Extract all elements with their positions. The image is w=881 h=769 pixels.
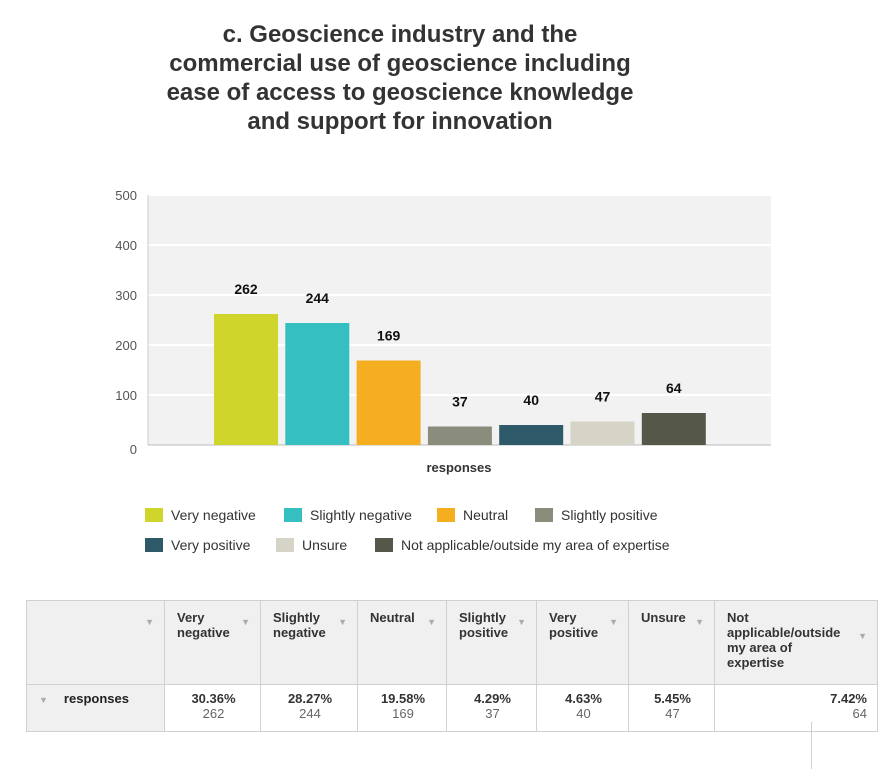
table-cell: 19.58% 169 bbox=[357, 684, 447, 732]
legend-label: Not applicable/outside my area of expert… bbox=[401, 537, 670, 553]
cell-percent: 28.27% bbox=[287, 691, 333, 706]
cell-percent: 4.29% bbox=[474, 691, 511, 706]
sort-caret-icon[interactable]: ▼ bbox=[517, 617, 526, 627]
legend-swatch bbox=[375, 538, 393, 552]
bar bbox=[285, 323, 350, 445]
bar bbox=[570, 421, 635, 445]
y-tick-label: 300 bbox=[115, 288, 137, 303]
cell-count: 47 bbox=[665, 706, 680, 721]
legend-swatch bbox=[276, 538, 294, 552]
column-header[interactable]: Neutral ▼ bbox=[357, 600, 447, 685]
table-cell: 4.29% 37 bbox=[446, 684, 537, 732]
table-cell: 7.42% 64 bbox=[714, 684, 878, 732]
title-line: commercial use of geoscience including bbox=[169, 50, 631, 77]
legend-swatch bbox=[145, 508, 163, 522]
column-header[interactable]: Very positive ▼ bbox=[536, 600, 629, 685]
y-tick-label: 200 bbox=[115, 338, 137, 353]
y-tick-label: 100 bbox=[115, 388, 137, 403]
table-row: ▼ responses 30.36% 262 28.27% 244 19.58% 169… bbox=[26, 684, 878, 732]
sort-caret-icon[interactable]: ▼ bbox=[858, 631, 867, 641]
legend-label: Very positive bbox=[171, 537, 251, 553]
title-line: and support for innovation bbox=[247, 108, 553, 135]
legend-label: Slightly negative bbox=[310, 507, 412, 523]
data-label: 169 bbox=[377, 328, 401, 344]
cell-percent: 30.36% bbox=[191, 691, 236, 706]
column-header[interactable]: Not applicable/outside my area of expert… bbox=[714, 600, 878, 685]
table-cell: 30.36% 262 bbox=[164, 684, 261, 732]
legend-item-slightly-positive[interactable]: Slightly positive bbox=[535, 506, 658, 524]
table-header-row: ▼ Very negative ▼ Slightly negative ▼ Neut… bbox=[26, 600, 878, 685]
sort-caret-icon[interactable]: ▼ bbox=[695, 617, 704, 627]
results-table-wrapper: ▼ Very negative ▼ Slightly negative ▼ Neut… bbox=[26, 600, 881, 732]
divider bbox=[811, 722, 812, 769]
column-header[interactable]: Slightly negative ▼ bbox=[260, 600, 358, 685]
cell-count: 169 bbox=[392, 706, 414, 721]
y-tick-label: 400 bbox=[115, 238, 137, 253]
title-line: c. Geoscience industry and the bbox=[222, 21, 578, 48]
legend-item-very-positive[interactable]: Very positive bbox=[145, 536, 250, 554]
cell-count: 244 bbox=[299, 706, 321, 721]
column-header[interactable]: Very negative ▼ bbox=[164, 600, 261, 685]
legend-swatch bbox=[145, 538, 163, 552]
sort-caret-icon[interactable]: ▼ bbox=[427, 617, 436, 627]
row-label: responses bbox=[63, 691, 129, 706]
data-label: 47 bbox=[595, 389, 611, 405]
table-cell: 5.45% 47 bbox=[628, 684, 715, 732]
legend-item-neutral[interactable]: Neutral bbox=[437, 506, 508, 524]
cell-percent: 5.45% bbox=[654, 691, 691, 706]
table-cell: 28.27% 244 bbox=[260, 684, 358, 732]
cell-count: 64 bbox=[852, 706, 867, 721]
legend-item-not-applicable[interactable]: Not applicable/outside my area of expert… bbox=[375, 536, 669, 554]
legend-swatch bbox=[284, 508, 302, 522]
cell-percent: 4.63% bbox=[565, 691, 602, 706]
sort-caret-icon[interactable]: ▼ bbox=[145, 617, 154, 627]
cell-percent: 19.58% bbox=[380, 691, 426, 706]
expand-caret-icon[interactable]: ▼ bbox=[39, 695, 48, 705]
cell-count: 37 bbox=[485, 706, 500, 721]
sort-caret-icon[interactable]: ▼ bbox=[609, 617, 618, 627]
legend-swatch bbox=[437, 508, 455, 522]
row-header[interactable]: ▼ responses bbox=[26, 684, 165, 732]
results-table: ▼ Very negative ▼ Slightly negative ▼ Neut… bbox=[26, 600, 878, 732]
legend-swatch bbox=[535, 508, 553, 522]
bar-chart: 0 100 200 300 400 500 262 244 169 37 40 47 64 respons… bbox=[115, 188, 771, 475]
sort-caret-icon[interactable]: ▼ bbox=[241, 617, 250, 627]
y-tick-label: 0 bbox=[130, 442, 137, 457]
legend-item-unsure[interactable]: Unsure bbox=[276, 536, 347, 554]
cell-percent: 7.42% bbox=[830, 691, 867, 706]
bar bbox=[499, 425, 564, 445]
data-label: 244 bbox=[306, 290, 330, 306]
column-header[interactable]: ▼ bbox=[26, 600, 165, 685]
bar bbox=[641, 413, 706, 445]
legend-label: Slightly positive bbox=[561, 507, 658, 523]
legend-label: Very negative bbox=[171, 507, 256, 523]
legend-label: Unsure bbox=[302, 537, 348, 553]
column-header[interactable]: Slightly positive ▼ bbox=[446, 600, 537, 685]
bar bbox=[214, 314, 278, 445]
column-header[interactable]: Unsure ▼ bbox=[628, 600, 715, 685]
x-axis-label: responses bbox=[426, 460, 491, 475]
legend-item-slightly-negative[interactable]: Slightly negative bbox=[284, 506, 412, 524]
legend-item-very-negative[interactable]: Very negative bbox=[145, 506, 256, 524]
data-label: 262 bbox=[234, 281, 258, 297]
chart-title: c. Geoscience industry and the commercia… bbox=[120, 20, 680, 136]
y-tick-label: 500 bbox=[115, 188, 137, 203]
bar bbox=[427, 426, 492, 445]
data-label: 64 bbox=[666, 380, 682, 396]
sort-caret-icon[interactable]: ▼ bbox=[338, 617, 347, 627]
table-cell: 4.63% 40 bbox=[536, 684, 629, 732]
cell-count: 262 bbox=[202, 706, 225, 721]
title-line: ease of access to geoscience knowledge bbox=[166, 79, 634, 106]
data-label: 40 bbox=[523, 392, 539, 408]
cell-count: 40 bbox=[576, 706, 591, 721]
data-label: 37 bbox=[452, 394, 468, 410]
legend-label: Neutral bbox=[463, 507, 509, 523]
bar bbox=[356, 360, 421, 445]
